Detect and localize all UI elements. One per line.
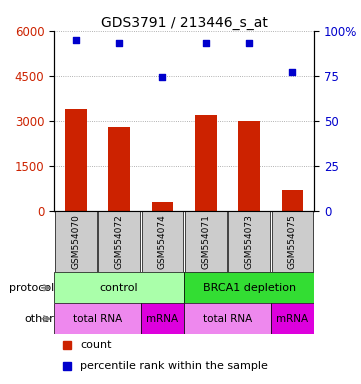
Point bbox=[203, 40, 209, 46]
Text: BRCA1 depletion: BRCA1 depletion bbox=[203, 283, 296, 293]
FancyBboxPatch shape bbox=[55, 211, 97, 272]
FancyBboxPatch shape bbox=[271, 303, 314, 334]
Bar bbox=[238, 121, 260, 210]
Text: mRNA: mRNA bbox=[147, 314, 178, 324]
Text: protocol: protocol bbox=[9, 283, 54, 293]
Point bbox=[73, 36, 79, 43]
FancyBboxPatch shape bbox=[142, 211, 183, 272]
FancyBboxPatch shape bbox=[98, 211, 140, 272]
Text: GSM554071: GSM554071 bbox=[201, 214, 210, 269]
FancyBboxPatch shape bbox=[185, 211, 227, 272]
Text: mRNA: mRNA bbox=[277, 314, 308, 324]
Point bbox=[290, 69, 295, 75]
FancyBboxPatch shape bbox=[141, 303, 184, 334]
Bar bbox=[108, 127, 130, 210]
Text: control: control bbox=[100, 283, 138, 293]
FancyBboxPatch shape bbox=[228, 211, 270, 272]
Bar bbox=[152, 202, 173, 210]
FancyBboxPatch shape bbox=[271, 211, 313, 272]
Text: other: other bbox=[25, 314, 54, 324]
Text: GSM554070: GSM554070 bbox=[71, 214, 80, 269]
Title: GDS3791 / 213446_s_at: GDS3791 / 213446_s_at bbox=[101, 16, 268, 30]
Text: total RNA: total RNA bbox=[73, 314, 122, 324]
FancyBboxPatch shape bbox=[184, 272, 314, 303]
Bar bbox=[282, 190, 303, 210]
Text: total RNA: total RNA bbox=[203, 314, 252, 324]
Bar bbox=[195, 115, 217, 210]
Text: GSM554074: GSM554074 bbox=[158, 214, 167, 269]
Bar bbox=[65, 109, 87, 210]
Text: percentile rank within the sample: percentile rank within the sample bbox=[80, 361, 268, 371]
Text: count: count bbox=[80, 340, 112, 350]
Text: GSM554073: GSM554073 bbox=[245, 214, 253, 269]
Text: GSM554075: GSM554075 bbox=[288, 214, 297, 269]
Point bbox=[160, 74, 165, 81]
Point bbox=[116, 40, 122, 46]
FancyBboxPatch shape bbox=[54, 303, 141, 334]
Point bbox=[246, 40, 252, 46]
FancyBboxPatch shape bbox=[184, 303, 271, 334]
Text: GSM554072: GSM554072 bbox=[115, 214, 123, 269]
FancyBboxPatch shape bbox=[54, 272, 184, 303]
